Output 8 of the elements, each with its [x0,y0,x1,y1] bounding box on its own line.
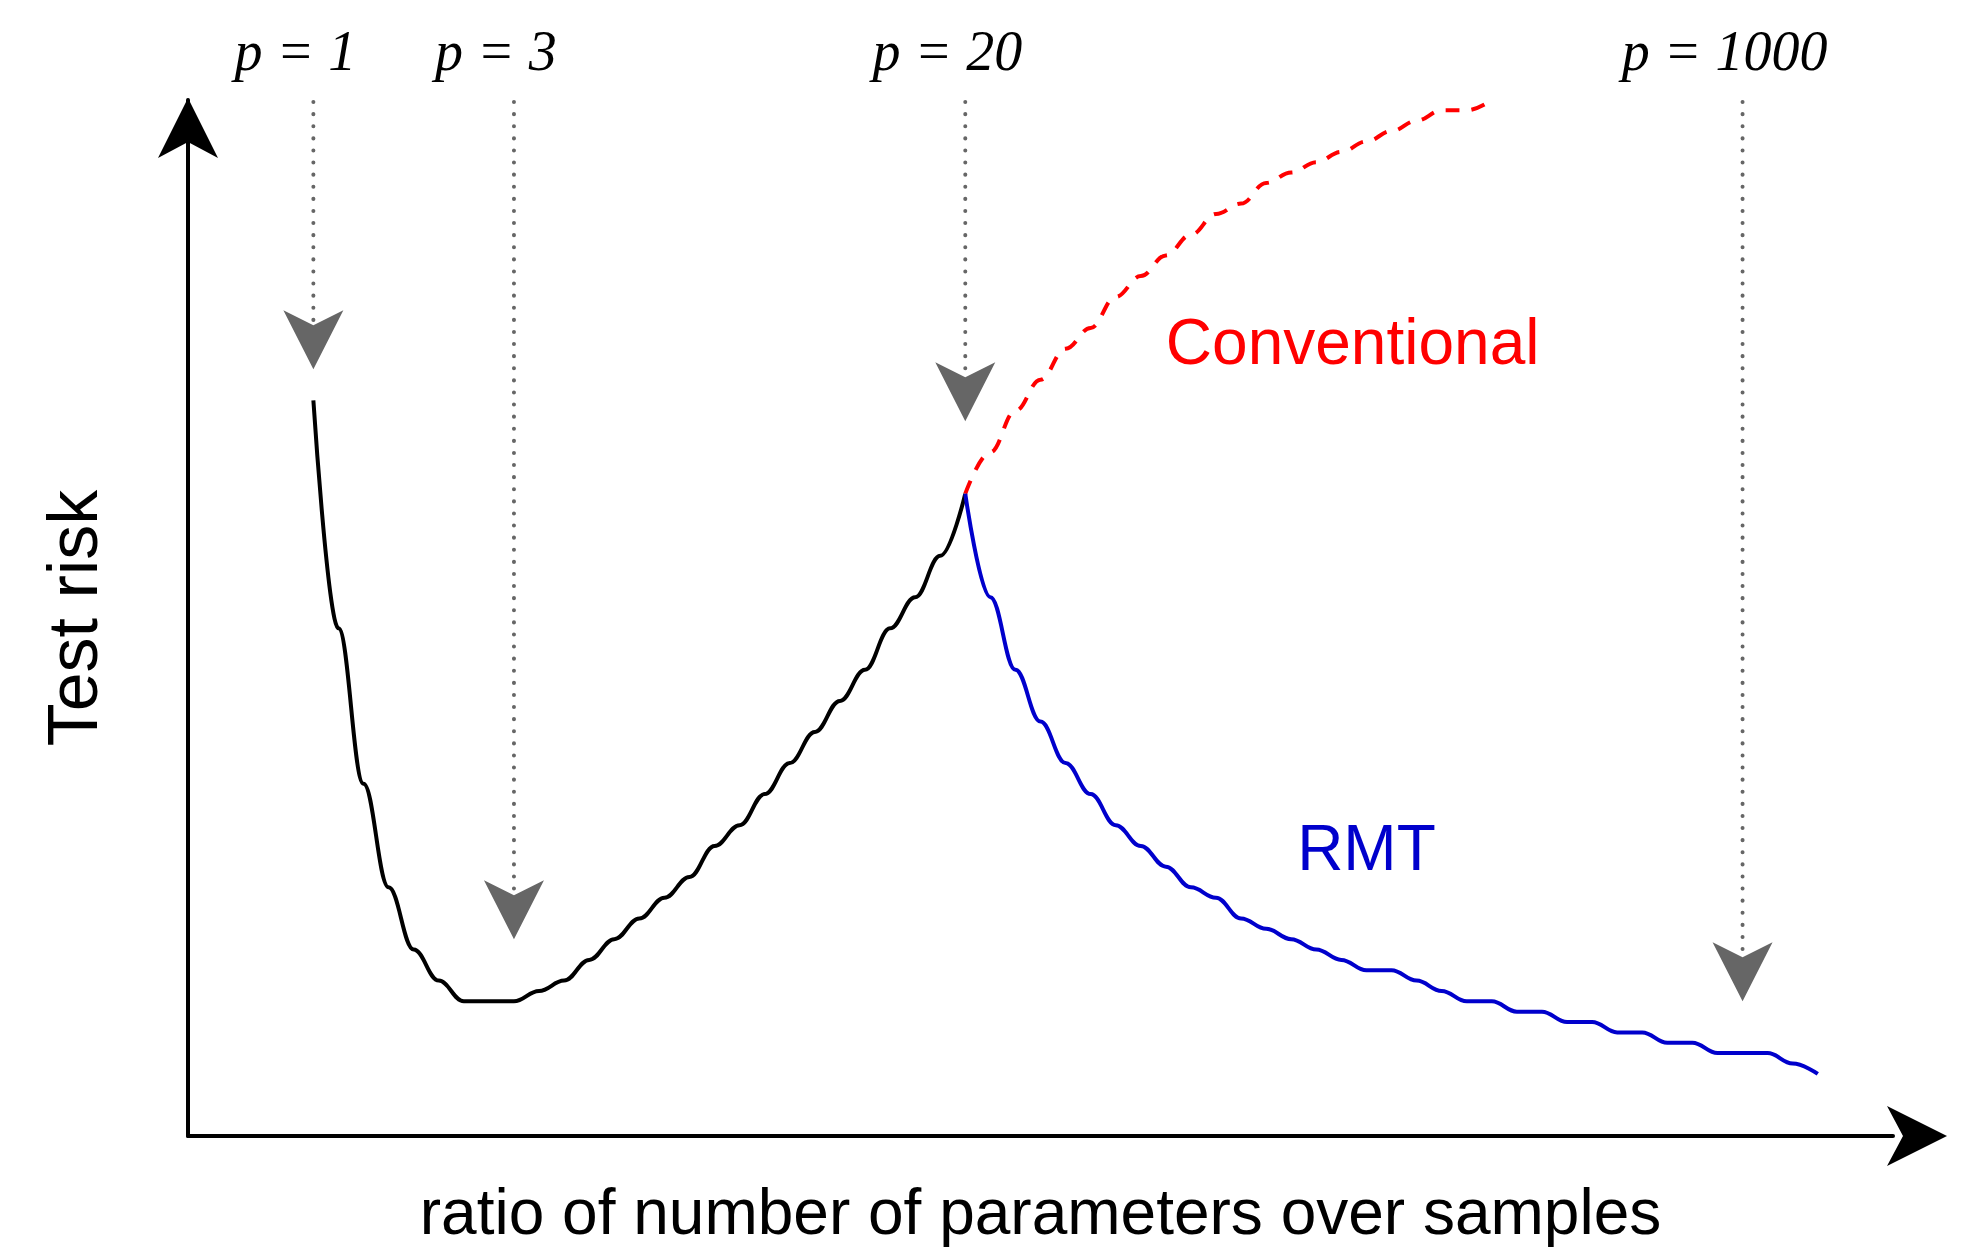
text: p = 1 [230,20,357,82]
series-label: RMT [1297,811,1436,884]
y-axis-title: Test risk [34,488,112,747]
text: p = 1000 [1617,20,1828,82]
text: p = 3 [431,20,557,82]
x-axis-title: ratio of number of parameters over samples [419,1176,1662,1248]
series-label: Conventional [1165,306,1540,379]
text: p = 20 [868,20,1023,82]
